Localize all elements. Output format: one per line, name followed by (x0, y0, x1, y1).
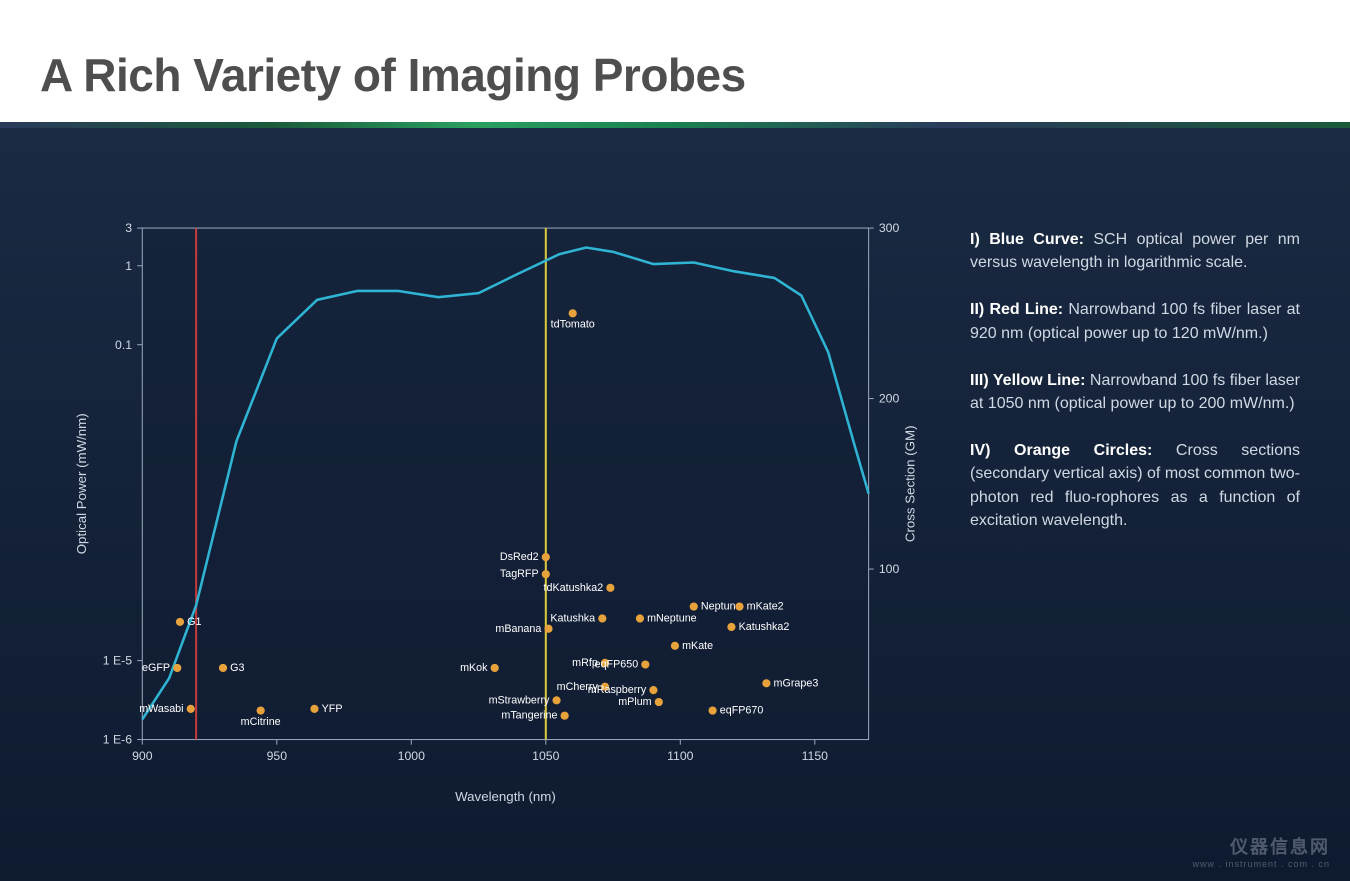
svg-text:eGFP: eGFP (142, 662, 170, 674)
page-title: A Rich Variety of Imaging Probes (40, 48, 1310, 102)
svg-text:Katushka: Katushka (550, 613, 595, 625)
legend-yellow-line: III) Yellow Line: Narrowband 100 fs fibe… (970, 369, 1300, 415)
svg-text:tdTomato: tdTomato (551, 319, 595, 331)
svg-text:mNeptune: mNeptune (647, 613, 697, 625)
svg-text:mCitrine: mCitrine (241, 716, 281, 728)
svg-text:Cross Section (GM): Cross Section (GM) (903, 426, 918, 543)
svg-text:Wavelength (nm): Wavelength (nm) (455, 789, 556, 804)
svg-text:eqFP670: eqFP670 (720, 705, 764, 717)
imaging-probes-chart: 900 950 1000 1050 1100 1150 1 E-6 1 E-5 0.1 1 3 100… (40, 168, 930, 861)
svg-text:Katushka2: Katushka2 (739, 621, 790, 633)
svg-text:200: 200 (879, 392, 900, 406)
svg-text:eqFP650: eqFP650 (595, 659, 639, 671)
svg-text:G1: G1 (187, 616, 201, 628)
svg-text:YFP: YFP (322, 703, 343, 715)
svg-text:1: 1 (125, 259, 132, 273)
svg-text:mKate: mKate (682, 640, 713, 652)
svg-text:tdKatushka2: tdKatushka2 (544, 582, 604, 594)
svg-text:1050: 1050 (532, 749, 559, 763)
svg-text:mBanana: mBanana (495, 623, 541, 635)
legend-red-line: II) Red Line: Narrowband 100 fs fiber la… (970, 298, 1300, 344)
svg-text:3: 3 (125, 221, 132, 235)
svg-text:1 E-5: 1 E-5 (103, 654, 132, 668)
svg-text:900: 900 (132, 749, 153, 763)
svg-text:1000: 1000 (398, 749, 425, 763)
svg-text:1 E-6: 1 E-6 (103, 733, 132, 747)
svg-text:mKok: mKok (460, 662, 488, 674)
svg-text:mPlum: mPlum (618, 696, 651, 708)
svg-text:DsRed2: DsRed2 (500, 551, 539, 563)
svg-text:1100: 1100 (667, 749, 694, 763)
svg-text:mGrape3: mGrape3 (774, 677, 819, 689)
svg-text:1150: 1150 (802, 749, 829, 763)
svg-text:mTangerine: mTangerine (501, 710, 557, 722)
svg-text:100: 100 (879, 562, 900, 576)
legend-area: I) Blue Curve: SCH optical power per nm … (950, 128, 1350, 881)
svg-text:300: 300 (879, 221, 900, 235)
legend-blue-curve: I) Blue Curve: SCH optical power per nm … (970, 228, 1300, 274)
svg-text:Optical Power (mW/nm): Optical Power (mW/nm) (74, 413, 89, 554)
svg-text:mKate2: mKate2 (747, 601, 784, 613)
svg-text:G3: G3 (230, 662, 244, 674)
svg-text:mRaspberry: mRaspberry (588, 684, 647, 696)
svg-text:mStrawberry: mStrawberry (489, 694, 550, 706)
svg-text:950: 950 (267, 749, 288, 763)
svg-text:mWasabi: mWasabi (139, 703, 183, 715)
svg-text:0.1: 0.1 (115, 338, 132, 352)
watermark: 仪器信息网 www . instrument . com . cn (1192, 833, 1330, 869)
chart-area: 900 950 1000 1050 1100 1150 1 E-6 1 E-5 0.1 1 3 100… (0, 128, 950, 881)
svg-text:TagRFP: TagRFP (500, 568, 539, 580)
legend-orange-circles: IV) Orange Circles: Cross sections (seco… (970, 439, 1300, 532)
